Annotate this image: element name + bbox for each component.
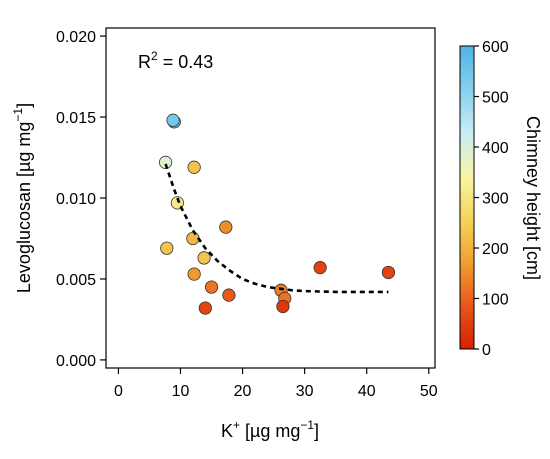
- data-point: [187, 160, 201, 174]
- plot-frame: [105, 27, 436, 369]
- x-tick-label: 30: [296, 383, 314, 400]
- data-point: [276, 299, 290, 314]
- x-axis-ticks: 0 10 20 30 40 50: [114, 368, 438, 400]
- colorbar-tick-label: 500: [482, 90, 509, 107]
- data-point: [197, 251, 211, 265]
- colorbar-tick-label: 600: [482, 39, 509, 56]
- colorbar-tick-label: 0: [482, 342, 491, 359]
- data-point: [198, 301, 212, 315]
- colorbar-tick-label: 400: [482, 140, 509, 157]
- r-squared-annotation: R2 = 0.43: [138, 49, 213, 72]
- y-axis-ticks: 0.000 0.005 0.010 0.015 0.020: [56, 29, 106, 370]
- x-tick-label: 40: [358, 383, 376, 400]
- colorbar: [459, 45, 475, 350]
- colorbar-ticks: 0 100 200 300 400 500 600: [474, 39, 509, 359]
- y-tick-label: 0.000: [56, 353, 96, 370]
- x-tick-label: 0: [114, 383, 123, 400]
- y-axis-title: Levoglucosan [µg mg−1]: [11, 103, 34, 293]
- x-axis-title: K+ [µg mg−1]: [221, 418, 319, 441]
- data-point: [160, 241, 174, 255]
- x-tick-label: 10: [172, 383, 190, 400]
- data-point: [187, 267, 201, 281]
- y-tick-label: 0.010: [56, 191, 96, 208]
- data-point: [313, 261, 327, 275]
- data-point: [222, 288, 236, 302]
- colorbar-tick-label: 200: [482, 241, 509, 258]
- x-tick-label: 50: [420, 383, 438, 400]
- data-points: [158, 113, 396, 315]
- y-tick-label: 0.005: [56, 272, 96, 289]
- data-point: [204, 280, 219, 294]
- colorbar-tick-label: 100: [482, 292, 509, 309]
- colorbar-tick-label: 300: [482, 191, 509, 208]
- data-point: [219, 220, 233, 234]
- colorbar-title: Chimney height [cm]: [523, 116, 543, 280]
- y-tick-label: 0.020: [56, 29, 96, 46]
- data-point: [166, 113, 180, 127]
- y-tick-label: 0.015: [56, 110, 96, 127]
- data-point: [170, 196, 184, 210]
- fit-curve: [164, 163, 389, 294]
- x-tick-label: 20: [234, 383, 252, 400]
- data-point: [158, 155, 173, 169]
- data-point: [381, 265, 396, 280]
